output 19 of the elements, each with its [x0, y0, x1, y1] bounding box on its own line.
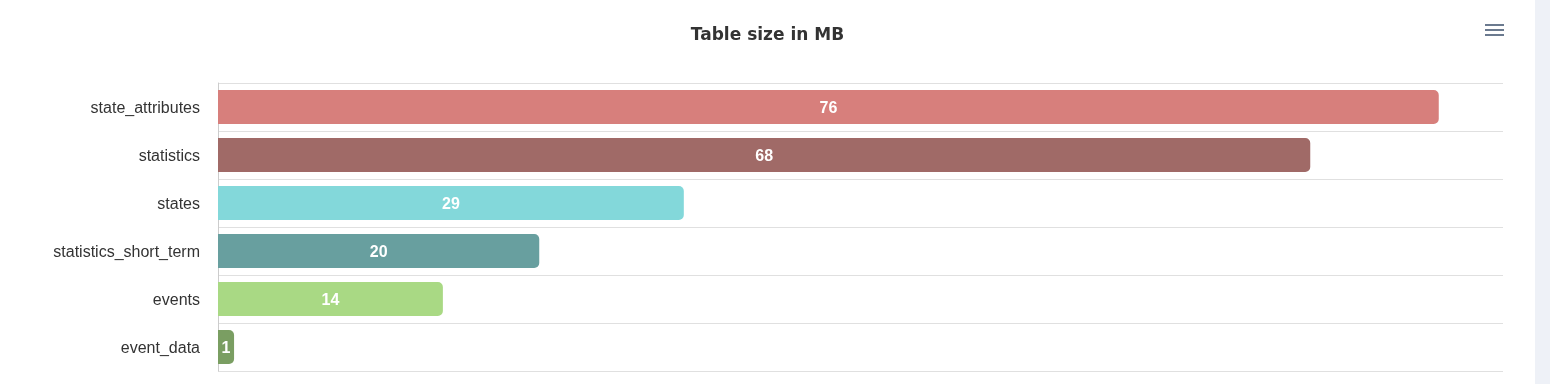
y-tick-label: events	[152, 290, 200, 308]
y-tick-label: states	[157, 194, 200, 212]
y-tick-label: statistics	[138, 146, 200, 164]
data-label: 14	[321, 290, 340, 308]
bar	[218, 138, 1311, 172]
chart-title: Table size in MB	[690, 23, 845, 44]
data-label: 20	[369, 242, 388, 260]
bar	[218, 234, 540, 268]
data-label: 76	[819, 98, 838, 116]
y-tick-label: event_data	[120, 338, 201, 357]
y-tick-label: state_attributes	[90, 98, 200, 117]
data-label: 68	[755, 146, 774, 164]
bar	[218, 90, 1439, 124]
bar	[218, 282, 443, 316]
data-label: 1	[221, 338, 231, 356]
bar	[218, 330, 235, 364]
data-label: 29	[442, 194, 460, 212]
y-tick-label: statistics_short_term	[53, 242, 200, 261]
bar	[218, 186, 684, 220]
